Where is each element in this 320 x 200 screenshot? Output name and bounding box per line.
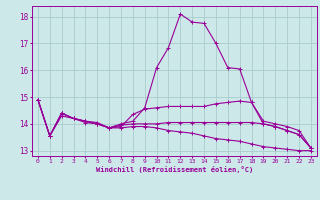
X-axis label: Windchill (Refroidissement éolien,°C): Windchill (Refroidissement éolien,°C)	[96, 166, 253, 173]
